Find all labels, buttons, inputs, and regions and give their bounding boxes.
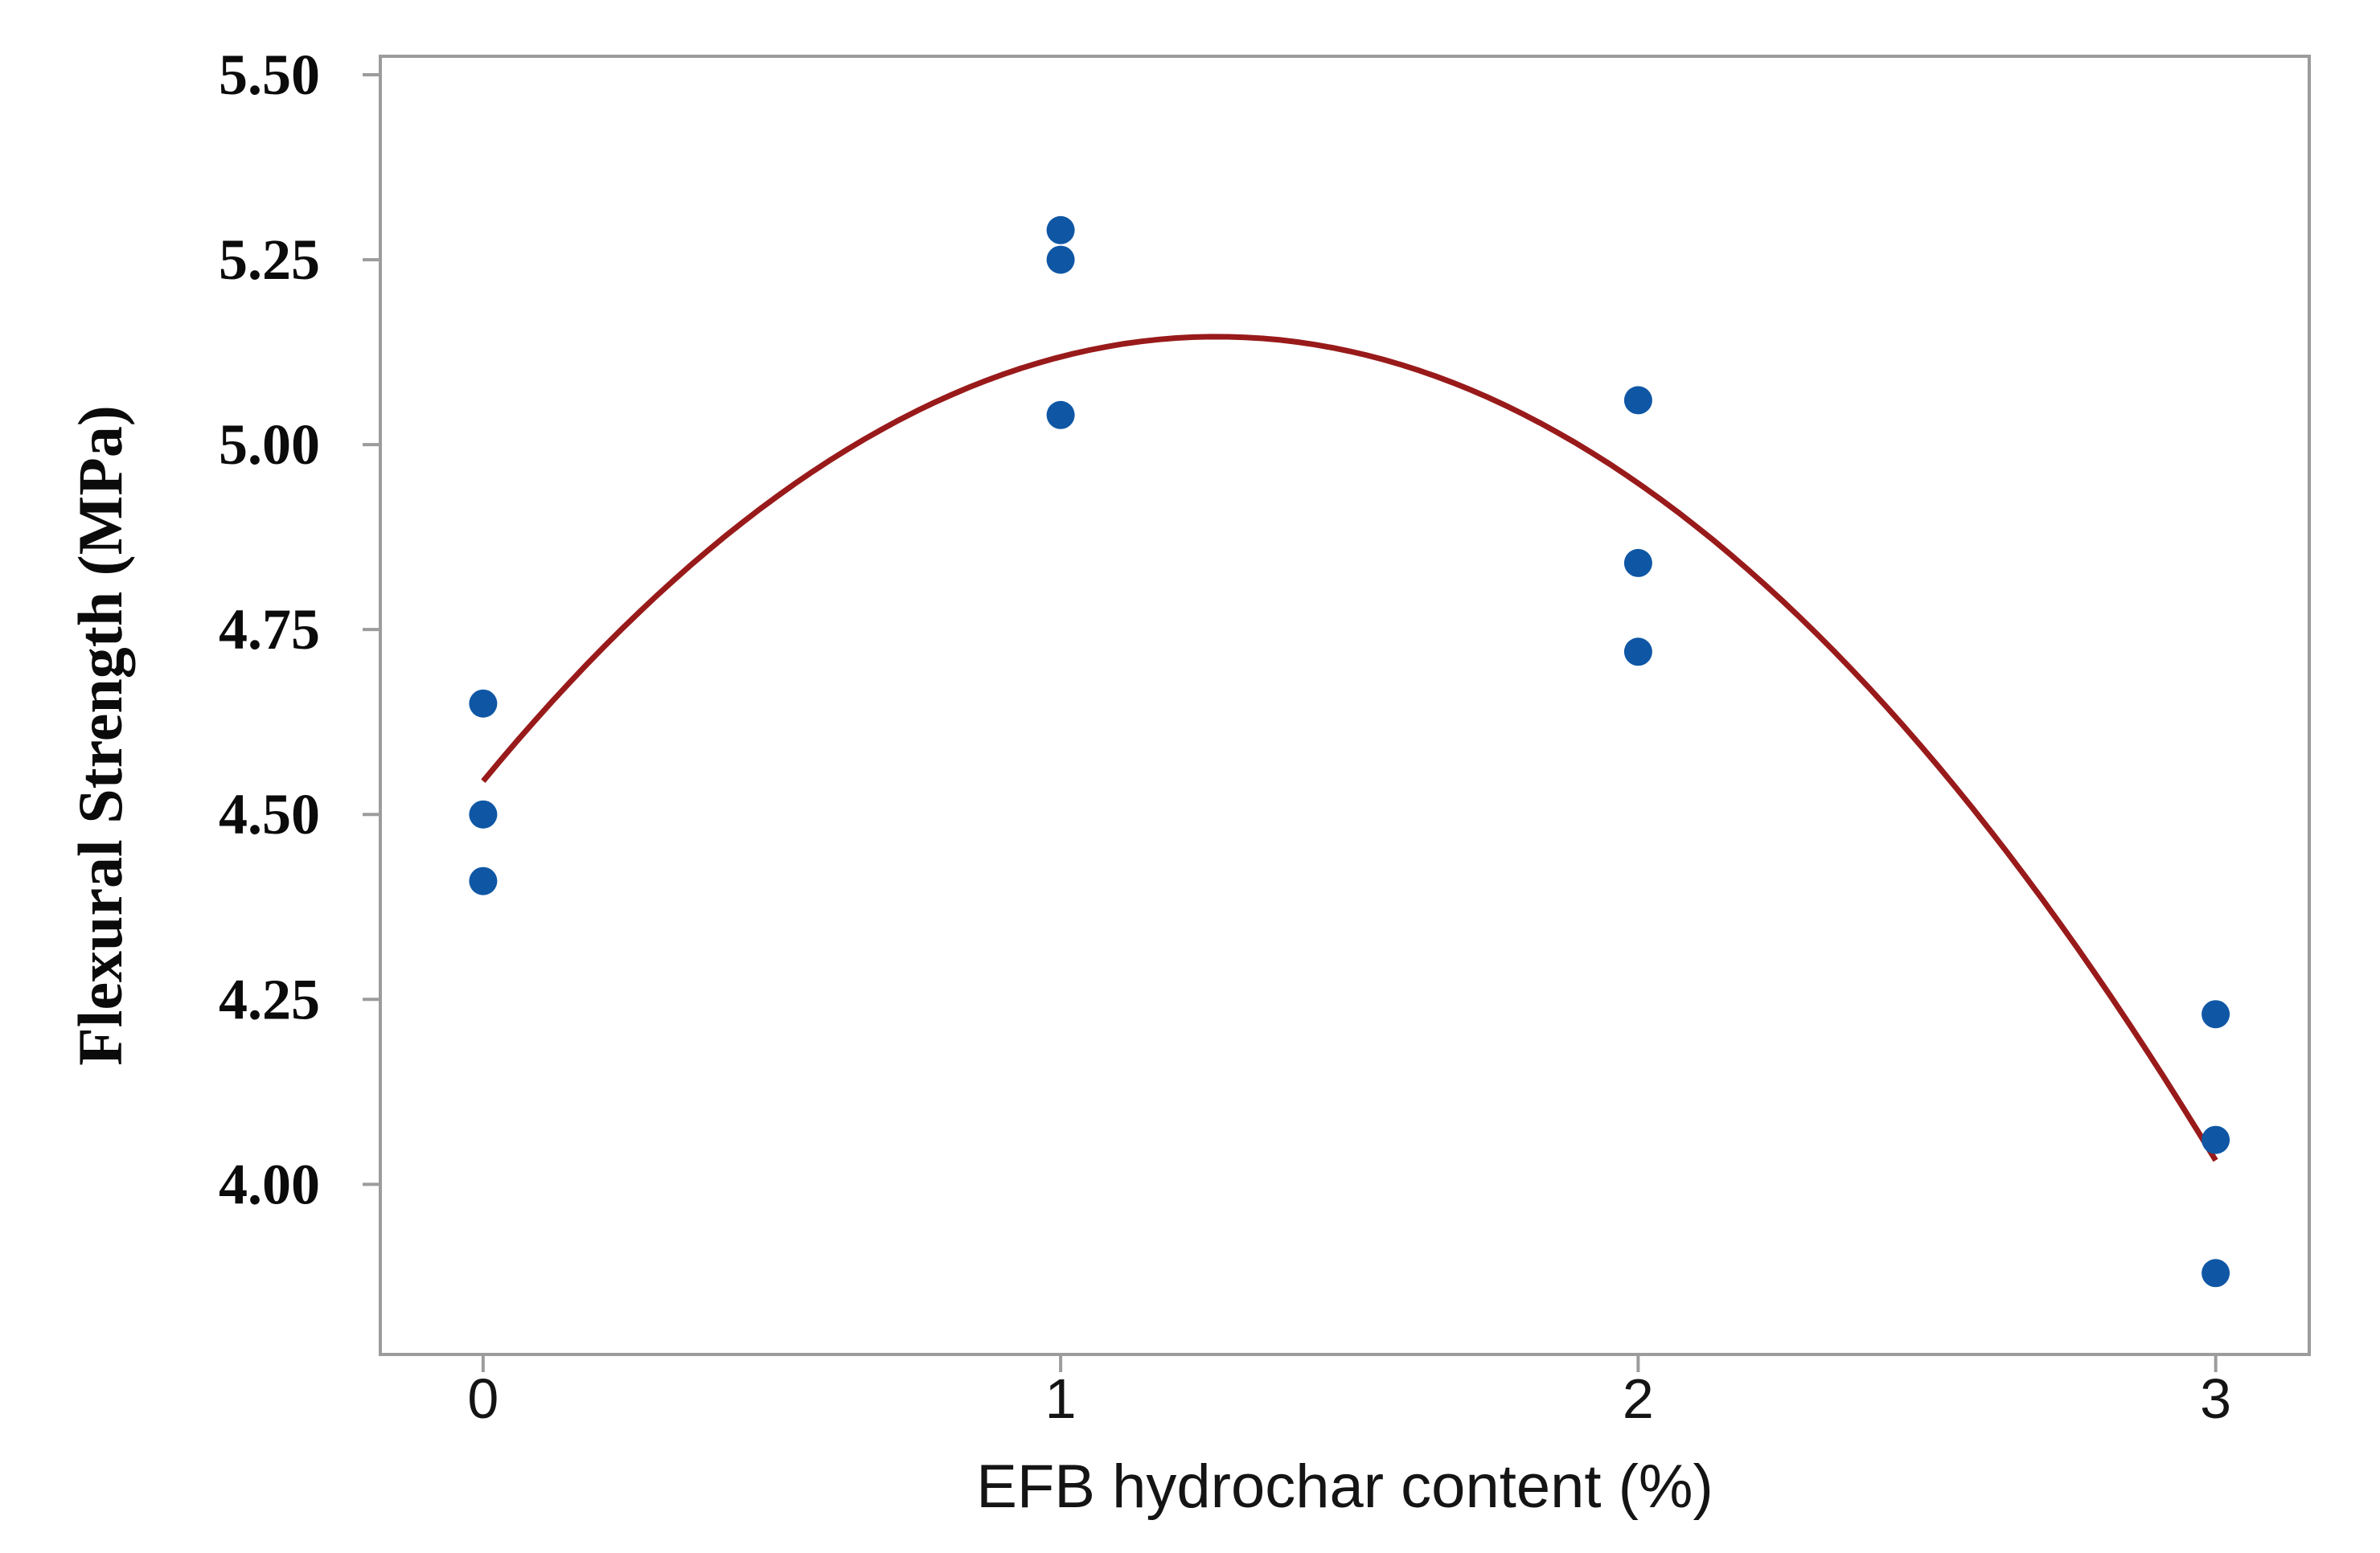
x-tick-label: 3	[2200, 1367, 2231, 1430]
y-tick-label: 4.50	[219, 782, 320, 846]
y-tick-label: 5.50	[219, 43, 320, 107]
y-tick-label: 4.75	[219, 597, 320, 662]
data-point	[1046, 215, 1075, 244]
scatter-series	[469, 215, 2230, 1288]
data-point	[1623, 548, 1652, 577]
data-point	[469, 689, 498, 718]
y-tick-label: 4.00	[219, 1152, 320, 1216]
y-axis-title: Flexural Strength (MPa)	[65, 405, 135, 1066]
data-point	[1046, 245, 1075, 274]
fitted-curve	[481, 334, 2218, 1162]
data-point	[2202, 1259, 2230, 1288]
data-point	[1046, 400, 1075, 429]
data-point	[469, 867, 498, 895]
x-tick-label: 0	[467, 1367, 499, 1430]
data-point	[2202, 1125, 2230, 1154]
y-tick-label: 5.00	[219, 412, 320, 477]
data-point	[469, 800, 498, 829]
y-tick-label: 5.25	[219, 227, 320, 292]
plot-area-border	[379, 55, 2311, 1356]
x-axis-title: EFB hydrochar content (%)	[976, 1453, 1713, 1521]
data-point	[1623, 386, 1652, 415]
axis-ticks	[363, 73, 2218, 1372]
x-tick-label: 2	[1623, 1367, 1654, 1430]
data-point	[2202, 1000, 2230, 1029]
fitted-curve-line	[481, 334, 2218, 1162]
y-tick-label: 4.25	[219, 967, 320, 1031]
x-tick-label: 1	[1045, 1367, 1077, 1430]
axis-tick-labels: 5.50 5.25 5.00 4.75 4.50 4.25 4.00 0 1 2 3	[219, 43, 2231, 1430]
data-point	[1623, 637, 1652, 666]
